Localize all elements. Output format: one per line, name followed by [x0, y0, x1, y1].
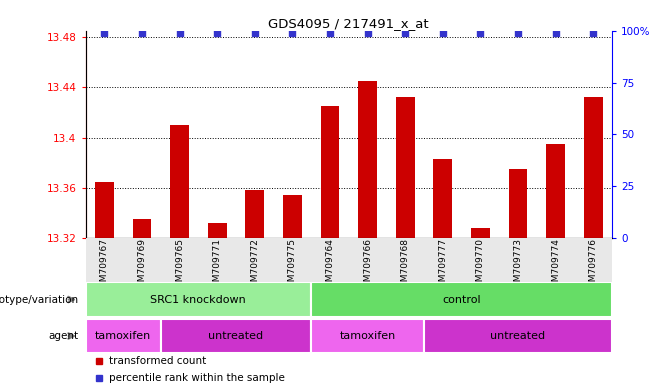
Text: tamoxifen: tamoxifen: [95, 331, 151, 341]
Bar: [208, 223, 226, 238]
Bar: [424, 319, 612, 353]
Bar: [311, 319, 424, 353]
Text: genotype/variation: genotype/variation: [0, 295, 79, 305]
Bar: [320, 106, 340, 238]
Text: tamoxifen: tamoxifen: [340, 331, 395, 341]
Bar: [584, 97, 603, 238]
Bar: [311, 282, 612, 317]
Bar: [471, 228, 490, 238]
Bar: [161, 319, 311, 353]
Text: SRC1 knockdown: SRC1 knockdown: [151, 295, 246, 305]
Text: control: control: [442, 295, 481, 305]
Text: transformed count: transformed count: [109, 356, 207, 366]
Bar: [170, 125, 189, 238]
Bar: [132, 219, 151, 238]
Bar: [86, 282, 311, 317]
Bar: [546, 144, 565, 238]
Text: untreated: untreated: [490, 331, 545, 341]
Text: untreated: untreated: [209, 331, 263, 341]
Bar: [95, 182, 114, 238]
Bar: [283, 195, 302, 238]
Bar: [434, 159, 452, 238]
Bar: [86, 319, 161, 353]
Title: GDS4095 / 217491_x_at: GDS4095 / 217491_x_at: [268, 17, 429, 30]
Text: agent: agent: [49, 331, 79, 341]
Text: percentile rank within the sample: percentile rank within the sample: [109, 373, 285, 383]
Bar: [395, 97, 415, 238]
Bar: [358, 81, 377, 238]
Bar: [245, 190, 264, 238]
Bar: [509, 169, 527, 238]
